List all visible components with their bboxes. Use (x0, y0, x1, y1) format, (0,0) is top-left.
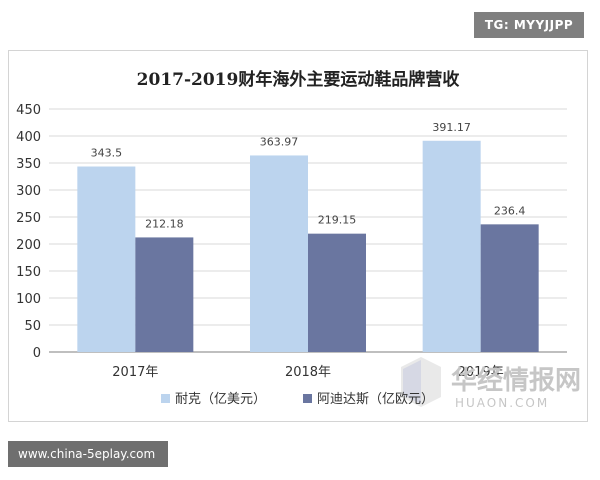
bar-nike (250, 155, 308, 352)
y-tick-label: 450 (16, 103, 41, 118)
y-tick-label: 200 (16, 238, 41, 253)
bars (77, 140, 539, 352)
bar-adidas (480, 224, 539, 352)
legend: 耐克（亿美元） 阿迪达斯（亿欧元） (161, 392, 434, 407)
x-category-label: 2018年 (285, 365, 331, 380)
legend-swatch (303, 394, 312, 403)
telegram-badge: TG: MYYJJPP (474, 12, 584, 38)
y-tick-label: 50 (24, 319, 41, 334)
bar-adidas (135, 237, 194, 352)
y-tick-label: 150 (16, 265, 41, 280)
data-label: 343.5 (91, 147, 123, 160)
y-tick-label: 350 (16, 157, 41, 172)
y-tick-label: 100 (16, 292, 41, 307)
data-label: 212.18 (145, 217, 184, 230)
x-category-label: 2017年 (112, 365, 158, 380)
x-category-label: 2019年 (458, 365, 504, 380)
x-axis-categories: 2017年 2018年 2019年 (112, 365, 503, 380)
chart-title: 2017-2019财年海外主要运动鞋品牌营收 (137, 69, 460, 90)
y-tick-label: 250 (16, 211, 41, 226)
legend-swatch (161, 394, 170, 403)
data-label: 391.17 (432, 121, 471, 134)
data-label: 219.15 (318, 214, 357, 227)
data-label: 236.4 (494, 204, 526, 217)
y-tick-label: 400 (16, 130, 41, 145)
bar-nike (422, 140, 481, 352)
data-label: 363.97 (260, 135, 299, 148)
bar-adidas (308, 233, 366, 352)
y-tick-label: 300 (16, 184, 41, 199)
bar-chart: 2017-2019财年海外主要运动鞋品牌营收 0 50 100 150 200 250 30… (16, 69, 581, 410)
watermark-en-text: HUAON.COM (455, 396, 549, 410)
bar-nike (77, 166, 136, 352)
chart-container: 2017-2019财年海外主要运动鞋品牌营收 0 50 100 150 200 250 30… (8, 50, 588, 422)
watermark-logo-facet (403, 360, 421, 404)
legend-label: 耐克（亿美元） (175, 392, 266, 407)
watermark-cn-text: 华经情报网 (451, 365, 581, 396)
site-footer-url: www.china-5eplay.com (8, 441, 168, 467)
legend-label: 阿迪达斯（亿欧元） (317, 392, 434, 407)
data-labels: 343.5 212.18 363.97 219.15 391.17 236.4 (91, 121, 526, 231)
y-tick-label: 0 (33, 346, 41, 361)
y-axis-ticks: 0 50 100 150 200 250 300 350 400 450 (16, 103, 41, 361)
